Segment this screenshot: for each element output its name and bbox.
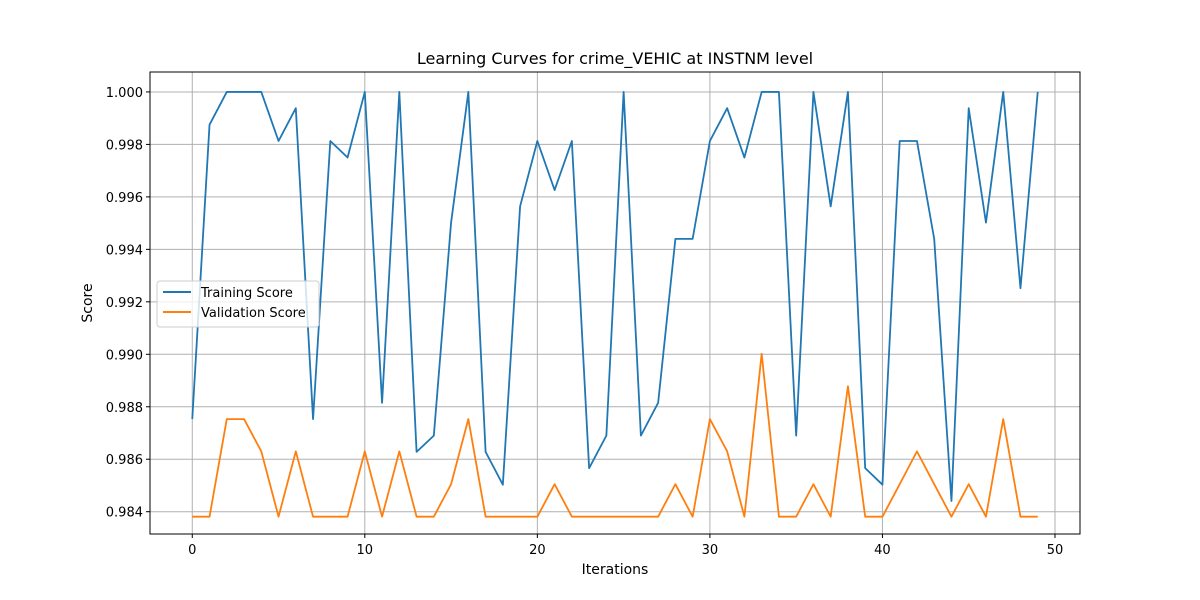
x-tick-label: 50: [1047, 543, 1064, 558]
grid-layer: [150, 72, 1080, 534]
y-tick-label: 0.998: [106, 138, 143, 153]
x-tick-label: 20: [529, 543, 546, 558]
x-tick-label: 0: [188, 543, 196, 558]
y-tick-label: 0.988: [106, 401, 143, 416]
legend-label-validation: Validation Score: [201, 306, 306, 321]
validation-score-line: [192, 352, 1038, 518]
x-tick-label: 30: [702, 543, 719, 558]
legend: Training Score Validation Score: [156, 280, 320, 328]
y-tick-label: 0.990: [106, 348, 143, 363]
y-tick-label: 1.000: [106, 86, 143, 101]
y-tick-label: 0.994: [106, 243, 143, 258]
training-score-line: [191, 91, 1039, 502]
x-axis-label: Iterations: [582, 562, 649, 578]
lines-layer: [191, 91, 1039, 518]
y-tick-label: 0.996: [106, 191, 143, 206]
y-axis-label: Score: [80, 283, 96, 322]
x-tick-label: 10: [357, 543, 374, 558]
x-tick-label: 40: [874, 543, 891, 558]
plot-frame: [149, 71, 1081, 535]
legend-box: [156, 280, 320, 328]
ticks-layer: 0 10 20 30 40 50 0.984 0.986 0.988 0.990 0.992 0.99…: [106, 86, 1063, 558]
y-tick-label: 0.984: [106, 506, 143, 521]
y-tick-label: 0.986: [106, 453, 143, 468]
chart-title: Learning Curves for crime_VEHIC at INSTN…: [417, 49, 813, 69]
y-tick-label: 0.992: [106, 296, 143, 311]
legend-label-training: Training Score: [200, 286, 293, 301]
